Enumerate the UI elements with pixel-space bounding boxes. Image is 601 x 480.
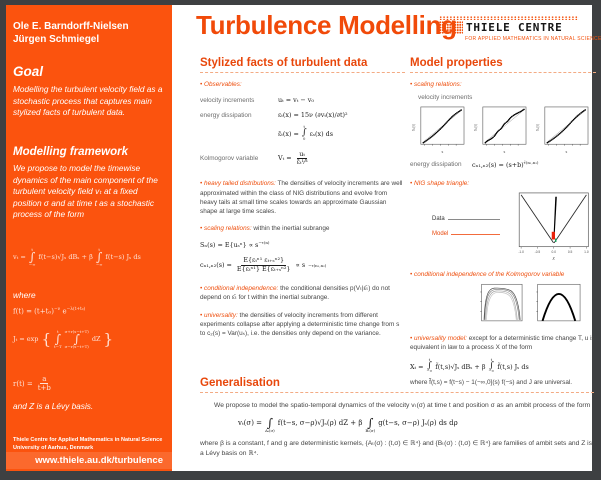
scaling-data-1 <box>422 108 463 144</box>
poster: Ole E. Barndorff-Nielsen Jürgen Schmiege… <box>6 5 601 471</box>
goal-heading: Goal <box>13 64 44 79</box>
svg-text:-0.5: -0.5 <box>535 250 541 254</box>
svg-text:0.5: 0.5 <box>568 250 573 254</box>
model-scaling-label: • scaling relations: <box>410 81 462 88</box>
conditional-density-plot <box>480 283 523 322</box>
thiele-centre-logo: THIELE CENTRE FOR APPLIED MATHEMATICS IN… <box>439 16 601 42</box>
section-model-properties: Model properties • scaling relations: ve… <box>410 57 596 388</box>
nig-triangle-block: Data Model -1.0 <box>410 191 596 263</box>
svg-text:χ: χ <box>552 255 556 260</box>
svg-text:s: s <box>442 150 444 154</box>
scaling-plots: S₂(s) s S₃(s) s S₄ <box>410 104 596 156</box>
legend-model: Model <box>432 231 500 237</box>
kolmogorov-plots <box>472 282 596 327</box>
formula-correlator: cₙ₁,ₙ₂(s) = E{εₜⁿ¹ εₜ₊ₛⁿ²} E{εₜⁿ¹} E{εₜ₊ₛ… <box>200 256 327 273</box>
legend-model-line <box>451 233 500 235</box>
collapsed-density-plot <box>536 283 581 322</box>
obs-kolmogorov-variable: Kolmogorov variable Vₜ = uₜ ε̄ₜ¹⁄³ <box>200 149 308 166</box>
bullet-conditional-independence: • conditional independence: the conditio… <box>200 284 390 302</box>
where-label: where <box>13 290 36 300</box>
nig-triangle-plot: -1.0 -0.5 0.0 0.5 1.0 χ <box>518 192 589 260</box>
goal-text: Modelling the turbulent velocity field a… <box>13 84 163 118</box>
generalisation-where: where β is a constant, f and g are deter… <box>200 439 593 458</box>
obs-velocity-increments: velocity increments uₜ = vₜ − v₀ <box>200 96 314 105</box>
formula-velocity-increment: uₜ = vₜ − v₀ <box>278 96 314 105</box>
stylized-heading: Stylized facts of turbulent data <box>200 57 405 73</box>
formula-kernel-f: f(t) = (t+t₀)−ν e−λ(t+t₀) <box>13 307 86 316</box>
svg-text:0.0: 0.0 <box>551 250 556 254</box>
author-2: Jürgen Schmiegel <box>13 34 100 45</box>
model-heading: Model properties <box>410 57 596 73</box>
framework-heading: Modelling framework <box>13 146 129 158</box>
scaling-plot-2: S₃(s) s <box>473 106 527 154</box>
page-title: Turbulence Modelling <box>196 10 457 40</box>
logo-name: THIELE CENTRE <box>466 21 563 34</box>
authors: Ole E. Barndorff-Nielsen Jürgen Schmiege… <box>13 20 164 46</box>
generalisation-heading: Generalisation <box>200 377 594 393</box>
formula-velocity-process: vₜ = t ∫ −∞ f(t−s)√Jₛ dBₛ + β t ∫ −∞ f(t−s) … <box>13 247 141 267</box>
scaling-data-2 <box>484 108 525 144</box>
formula-universal-process: Xₜ = t ∫ −∞ f̃(t,s)√Jₛ dBₛ + β t ∫ −∞ f̃(t,s… <box>410 357 529 374</box>
scaling-plot-1: S₂(s) s <box>411 106 465 154</box>
generalisation-intro: We propose to model the spatio-temporal … <box>214 402 591 409</box>
bullet-universality: • universality: the densities of velocit… <box>200 311 400 338</box>
velocity-increments-label: velocity increments <box>418 94 473 102</box>
framework-text: We propose to model the timewise dynamic… <box>13 163 158 220</box>
svg-text:1.0: 1.0 <box>584 250 589 254</box>
nig-legend: Data Model <box>410 216 500 237</box>
formula-integrated-dissipation: ε̄ₜ(x) = t ∫ 0 εₛ(x) ds <box>278 125 334 141</box>
parabola-curve <box>541 292 577 322</box>
formula-structure-function: Sₙ(s) = E{uₛⁿ} ∝ s−τ(n) <box>200 240 270 250</box>
logo-tagline: FOR APPLIED MATHEMATICS IN NATURAL SCIEN… <box>465 35 601 42</box>
observables-label: • Observables: <box>200 81 242 88</box>
svg-text:-1.0: -1.0 <box>518 250 524 254</box>
nig-data-points <box>553 196 557 238</box>
sidebar: Ole E. Barndorff-Nielsen Jürgen Schmiege… <box>6 5 172 471</box>
sidebar-footer: Thiele Centre for Applied Mathematics in… <box>13 436 164 453</box>
levy-basis-note: and Z is a Lévy basis. <box>13 401 94 411</box>
formula-intermittency-J: Jₜ = exp { t ∫ t−T σ+r(s−t+T) ∫ σ−r(s−t+T) d… <box>13 329 114 349</box>
legend-data: Data <box>432 216 500 222</box>
svg-text:S₃(s): S₃(s) <box>473 124 477 131</box>
formula-kolmogorov-variable: Vₜ = uₜ ε̄ₜ¹⁄³ <box>278 149 308 166</box>
section-generalisation: Generalisation We propose to model the s… <box>200 377 594 459</box>
nig-triangle-label: • NIG shape triangle: <box>410 180 470 188</box>
author-1: Ole E. Barndorff-Nielsen <box>13 21 129 32</box>
website-url[interactable]: www.thiele.au.dk/turbulence <box>6 452 172 469</box>
footer-university: University of Aarhus, Denmark <box>13 445 94 452</box>
svg-text:s: s <box>504 150 506 154</box>
bullet-scaling-relations: • scaling relations: within the inertial… <box>200 225 330 233</box>
universal-where-note: where f̃(t,s) = f(t−s) − 1(−∞,0](s) f(−s… <box>410 379 573 387</box>
formula-energy-dissipation: εₜ(x) = 15ν (∂vₜ(x)∕∂t)² <box>278 111 348 120</box>
formula-radius-r: r(t) = a t+b <box>13 375 51 393</box>
formula-energy-correlator: cₙ₁,ₙ₂(s) = (s+b)τ̃(n₁,n₂) <box>472 160 539 170</box>
svg-text:s: s <box>566 150 568 154</box>
bullet-heavy-tails: • heavy tailed distributions: The densit… <box>200 180 403 216</box>
bullet-universality-model: • universality model: except for a deter… <box>410 334 595 352</box>
svg-text:S₄(s): S₄(s) <box>535 124 539 131</box>
nig-green-mark <box>555 238 557 242</box>
scaling-plot-3: S₄(s) s <box>535 106 589 154</box>
scaling-data-3 <box>546 108 587 144</box>
logo-dot-strip <box>439 16 580 20</box>
energy-dissipation-row: energy dissipation cₙ₁,ₙ₂(s) = (s+b)τ̃(n… <box>410 160 539 170</box>
kolmogorov-independence-label: • conditional independence of the Kolmog… <box>410 270 565 278</box>
obs-energy-dissipation: energy dissipation εₜ(x) = 15ν (∂vₜ(x)∕∂… <box>200 111 348 120</box>
svg-text:S₂(s): S₂(s) <box>411 124 415 131</box>
formula-ambit-process: vₜ(σ) = ∫ Aₜ(σ) f(t−s, σ−ρ)√Jₛ(ρ) dZ + β … <box>238 416 458 433</box>
logo-dot-cluster-icon <box>439 21 463 34</box>
footer-institute: Thiele Centre for Applied Mathematics in… <box>13 437 163 443</box>
legend-data-line <box>447 218 500 220</box>
section-stylized-facts: Stylized facts of turbulent data • Obser… <box>200 57 405 345</box>
nig-model-points <box>551 231 556 240</box>
